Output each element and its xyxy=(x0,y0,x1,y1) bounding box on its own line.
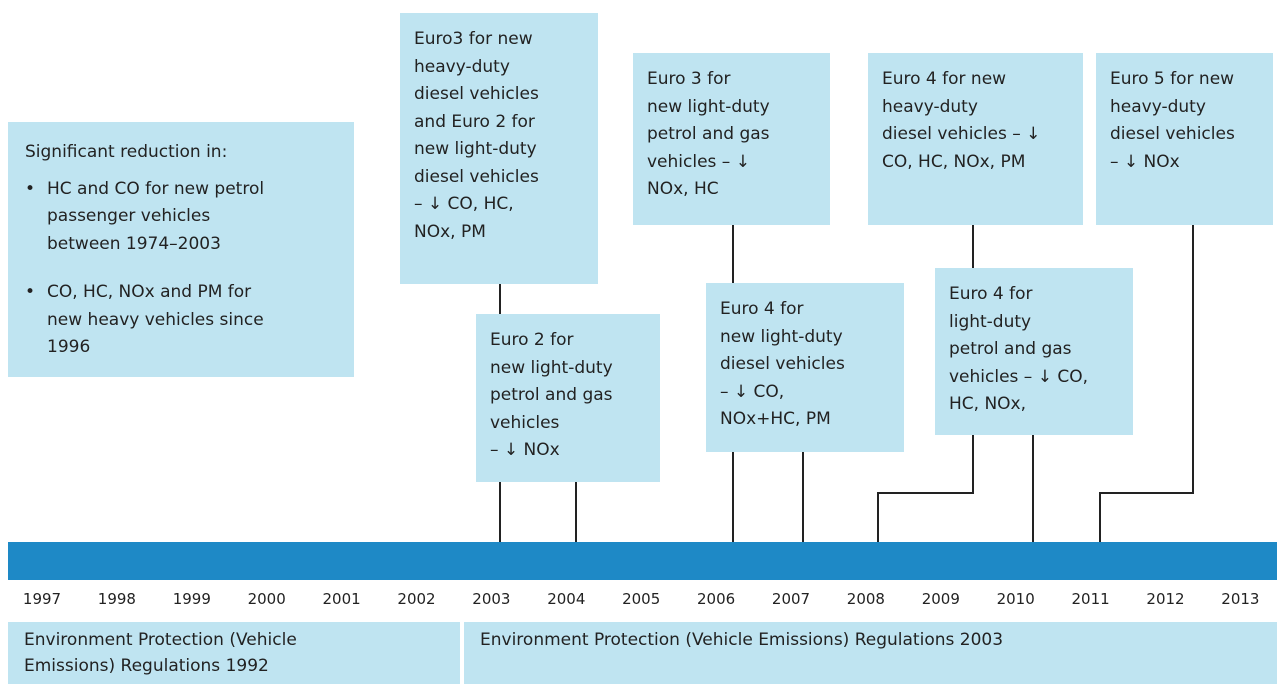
box-line: vehicles xyxy=(490,412,560,433)
box-line: heavy-duty xyxy=(414,56,510,77)
standard-box: Euro 3 for new light-duty petrol and gas ve… xyxy=(633,53,830,225)
box-line: – ↓ NOx xyxy=(490,440,560,460)
year-label: 2011 xyxy=(1071,590,1110,608)
standard-box: Euro 4 for light-duty petrol and gas vehicl… xyxy=(935,268,1133,435)
standard-box: Euro 5 for new heavy-duty diesel vehicles –… xyxy=(1096,53,1273,225)
box-line: vehicles – ↓ CO, xyxy=(949,366,1089,387)
year-label: 2007 xyxy=(771,590,811,608)
regulation-box: Environment Protection (Vehicle Emissions… xyxy=(8,622,460,684)
box-line: new light-duty xyxy=(414,139,537,159)
box-line: – ↓ NOx xyxy=(1110,151,1180,172)
box-line: diesel vehicles xyxy=(720,354,845,374)
year-label: 2002 xyxy=(397,590,436,608)
year-label: 2010 xyxy=(996,590,1035,608)
box-line: Euro 4 for xyxy=(720,299,804,319)
box-line: Euro 4 for xyxy=(949,284,1033,304)
year-label: 1998 xyxy=(97,590,136,608)
box-line: NOx+HC, PM xyxy=(720,409,831,429)
box-line: Euro 2 for xyxy=(490,330,574,350)
box-line: Euro 4 for new xyxy=(882,69,1007,89)
box-line: light-duty xyxy=(949,311,1032,332)
box-line: heavy-duty xyxy=(1110,96,1206,117)
bullet-line: 1996 xyxy=(47,337,91,357)
box-line: – ↓ CO, xyxy=(720,381,785,402)
year-label: 2003 xyxy=(472,590,511,608)
year-label: 1999 xyxy=(172,590,211,608)
bullet-line: CO, HC, NOx and PM for xyxy=(47,282,252,302)
regulation-line: Emissions) Regulations 1992 xyxy=(24,656,269,676)
box-line: heavy-duty xyxy=(882,96,978,117)
box-line: NOx, PM xyxy=(414,221,486,242)
year-label: 2006 xyxy=(697,590,736,608)
box-line: new light-duty xyxy=(490,357,613,378)
box-line: HC, NOx, xyxy=(949,394,1027,414)
box-line: diesel vehicles xyxy=(414,166,539,187)
box-line: Euro3 for new xyxy=(414,29,533,49)
box-line: petrol and gas xyxy=(949,339,1072,359)
year-label: 2009 xyxy=(921,590,960,608)
year-label: 1997 xyxy=(22,590,62,608)
bullet-line: passenger vehicles xyxy=(47,206,211,226)
year-label: 2005 xyxy=(622,590,661,608)
box-line: vehicles – ↓ xyxy=(647,151,750,172)
year-label: 2004 xyxy=(547,590,586,608)
year-label: 2013 xyxy=(1221,590,1260,608)
box-line: petrol and gas xyxy=(647,124,770,144)
bullet-line: new heavy vehicles since xyxy=(47,309,264,330)
regulation-line: Environment Protection (Vehicle Emission… xyxy=(480,630,1004,650)
year-label: 2008 xyxy=(846,590,885,608)
box-line: CO, HC, NOx, PM xyxy=(882,151,1026,172)
bullet-line: HC and CO for new petrol xyxy=(47,178,265,199)
year-label: 2000 xyxy=(247,590,286,608)
connector xyxy=(877,435,974,545)
summary-heading: Significant reduction in: xyxy=(25,142,228,162)
box-line: Euro 5 for new xyxy=(1110,69,1235,89)
box-line: and Euro 2 for xyxy=(414,111,535,132)
box-line: new light-duty xyxy=(720,326,843,347)
box-line: new light-duty xyxy=(647,96,770,117)
box-line: diesel vehicles xyxy=(414,84,539,104)
regulation-line: Environment Protection (Vehicle xyxy=(24,630,297,650)
standard-box: Euro3 for new heavy-duty diesel vehicles an… xyxy=(400,13,598,284)
regulation-box: Environment Protection (Vehicle Emission… xyxy=(464,622,1277,684)
summary-box: Significant reduction in: HC and CO for n… xyxy=(8,122,354,377)
timeline-bar xyxy=(8,542,1277,580)
standard-box: Euro 2 for new light-duty petrol and gas ve… xyxy=(476,314,660,482)
bullet-line: between 1974–2003 xyxy=(47,233,221,254)
year-label: 2001 xyxy=(322,590,361,608)
standard-box: Euro 4 for new heavy-duty diesel vehicles … xyxy=(868,53,1083,225)
box-line: – ↓ CO, HC, xyxy=(414,194,514,214)
connector xyxy=(1099,225,1194,545)
box-line: Euro 3 for xyxy=(647,69,731,89)
box-line: diesel vehicles xyxy=(1110,124,1235,144)
box-line: diesel vehicles – ↓ xyxy=(882,124,1041,144)
bullet-item: CO, HC, NOx and PM for new heavy vehicles… xyxy=(25,279,354,362)
standard-box: Euro 4 for new light-duty diesel vehicles –… xyxy=(706,283,904,452)
bullet-item: HC and CO for new petrol passenger vehicl… xyxy=(25,176,354,259)
box-line: NOx, HC xyxy=(647,179,719,199)
box-line: petrol and gas xyxy=(490,385,613,405)
year-label: 2012 xyxy=(1146,590,1185,608)
